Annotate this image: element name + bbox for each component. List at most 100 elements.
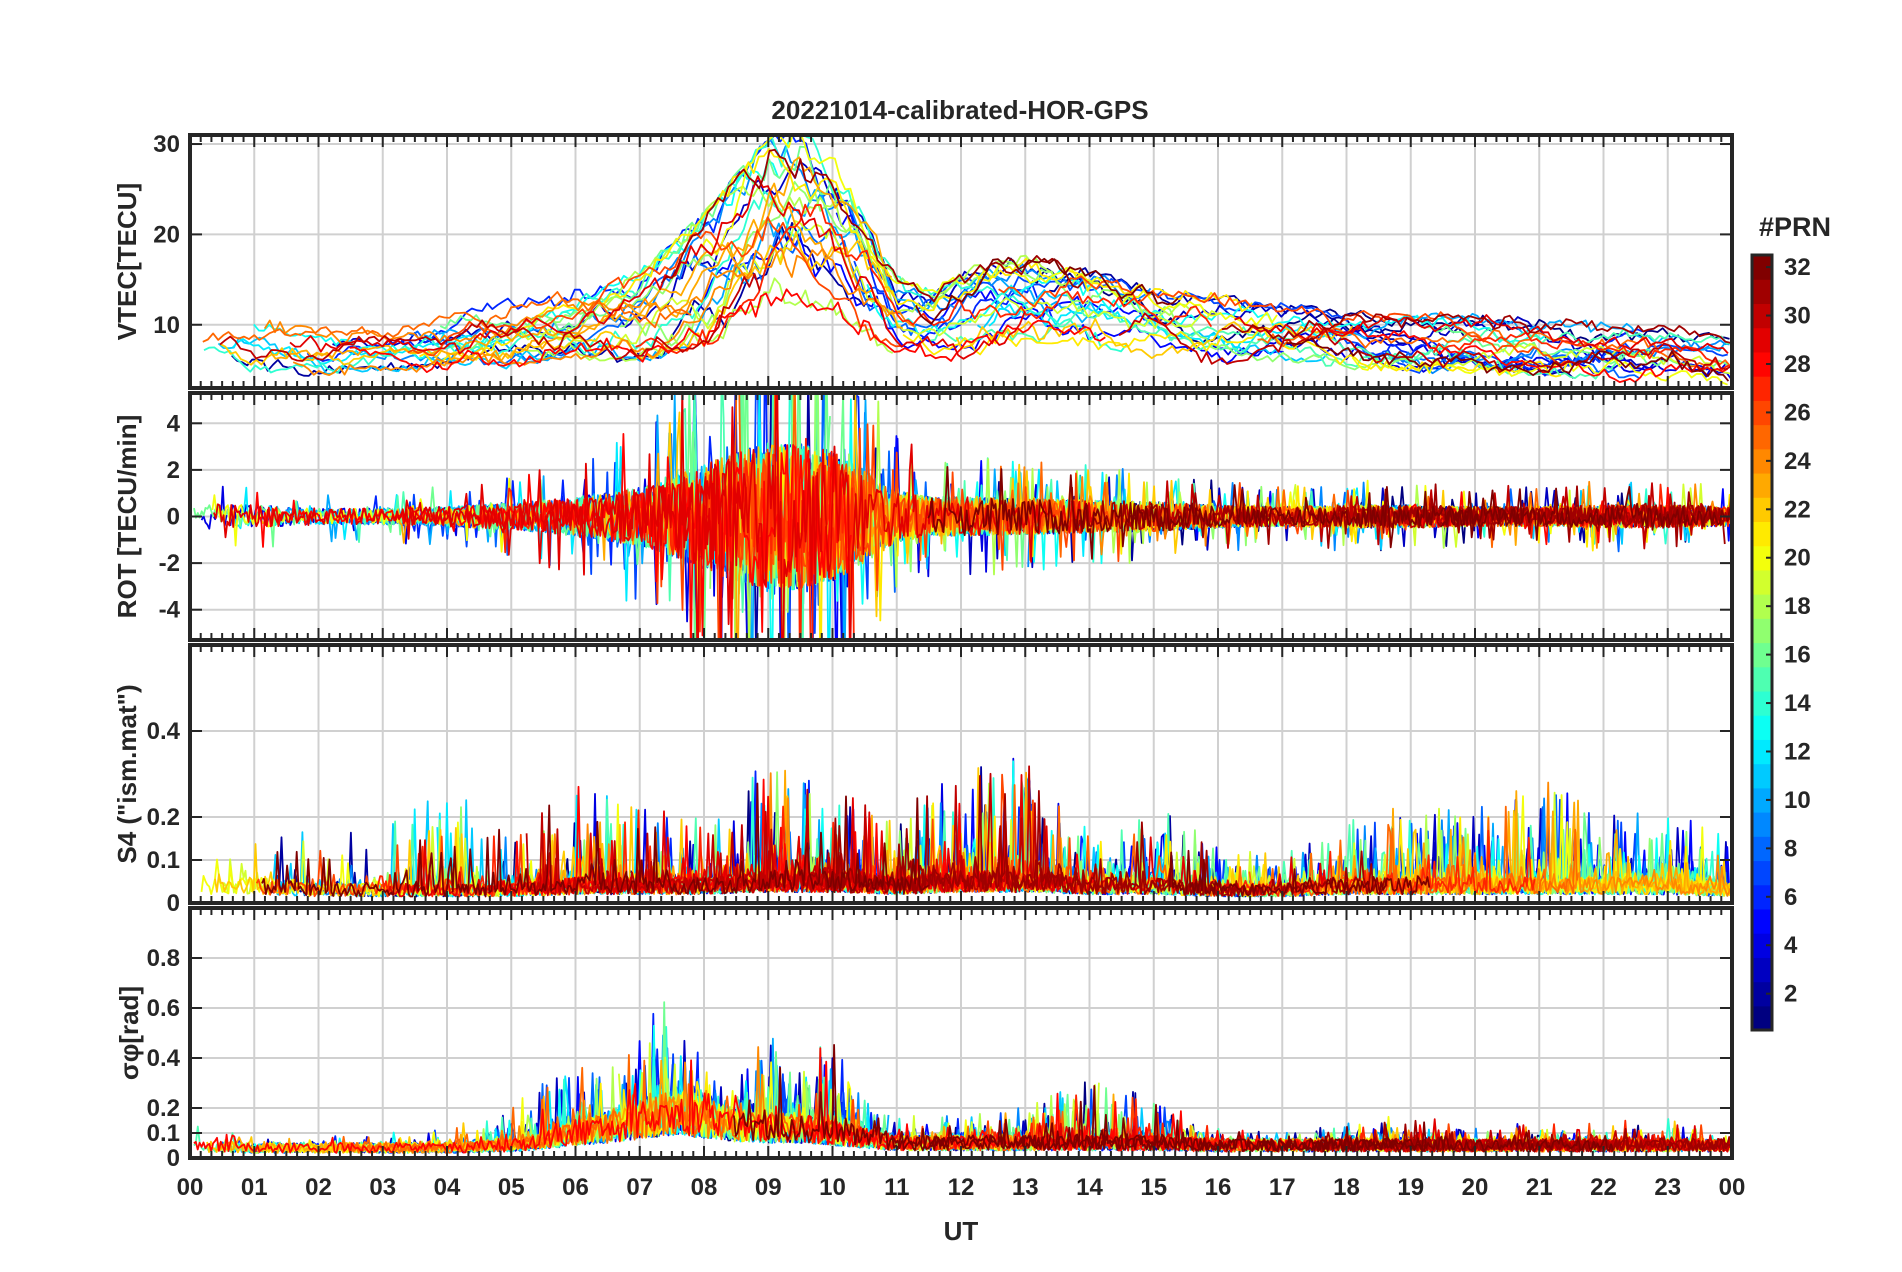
x-tick-label: 12 <box>948 1174 975 1201</box>
series-line-prn-15 <box>1168 327 1653 380</box>
series-line-prn-27 <box>635 203 1213 355</box>
x-tick-label: 00 <box>1719 1174 1746 1201</box>
y-axis-label: S4 ("ism.mat") <box>112 684 142 863</box>
y-tick-label: 0.4 <box>147 718 181 745</box>
y-tick-label: 4 <box>167 410 181 437</box>
y-tick-label: 2 <box>167 457 180 484</box>
colorbar-swatch <box>1752 787 1772 813</box>
x-tick-label: 07 <box>626 1174 653 1201</box>
y-axis-label: VTEC[TECU] <box>112 183 142 340</box>
colorbar-tick-label: 18 <box>1784 593 1811 620</box>
series-line-prn-31 <box>1221 313 1731 344</box>
series-line-prn-1 <box>1327 314 1730 344</box>
series-line-prn-21 <box>419 148 1253 366</box>
y-tick-label: 10 <box>153 312 180 339</box>
colorbar-swatch <box>1752 812 1772 837</box>
series-line-prn-28 <box>1310 322 1729 384</box>
colorbar-tick-label: 28 <box>1784 351 1811 378</box>
series-line-prn-18 <box>527 277 894 362</box>
colorbar-swatch <box>1752 472 1772 498</box>
series-group <box>193 393 1732 640</box>
series-line-prn-32 <box>733 1044 1427 1153</box>
x-tick-label: 17 <box>1269 1174 1296 1201</box>
series-line-prn-22 <box>955 317 1354 360</box>
colorbar-swatch <box>1752 424 1772 450</box>
colorbar-swatch <box>1752 594 1772 619</box>
x-axis-label: UT <box>944 1216 979 1246</box>
series-line-prn-24 <box>263 270 754 346</box>
series-line-prn-29 <box>213 393 747 640</box>
panel-s4: 0 0.1 0.2 0.4S4 ("ism.mat") <box>112 643 1734 917</box>
colorbar-title: #PRN <box>1759 212 1831 242</box>
colorbar-swatch <box>1752 521 1772 547</box>
x-tick-label: 00 <box>177 1174 204 1201</box>
colorbar-swatch <box>1752 908 1772 934</box>
x-tick-label: 10 <box>819 1174 846 1201</box>
colorbar-swatch <box>1752 739 1772 765</box>
colorbar-swatch <box>1752 836 1772 862</box>
colorbar-swatch <box>1752 763 1772 789</box>
colorbar-swatch <box>1752 666 1772 692</box>
x-tick-label: 20 <box>1462 1174 1489 1201</box>
colorbar-swatch <box>1752 569 1772 595</box>
colorbar-swatch <box>1752 690 1772 716</box>
series-group <box>193 1001 1732 1154</box>
panel-sigma_phi: 00.10.2 0.4 0.6 0.8σφ[rad] 00 01 02 03 04 05 06 07 0… <box>114 906 1746 1201</box>
colorbar-swatch <box>1752 884 1772 910</box>
series-line-prn-26 <box>998 275 1575 367</box>
series-line-prn-32 <box>927 465 1525 560</box>
x-tick-label: 18 <box>1333 1174 1360 1201</box>
colorbar-tick-label: 20 <box>1784 545 1811 572</box>
colorbar-swatch <box>1752 957 1772 983</box>
series-line-prn-31 <box>660 148 1084 303</box>
x-tick-label: 09 <box>755 1174 782 1201</box>
colorbar-tick-label: 24 <box>1784 448 1811 475</box>
y-tick-label: 0.2 <box>147 804 180 831</box>
series-line-prn-25 <box>340 1054 1073 1154</box>
series-line-prn-16 <box>1420 325 1730 372</box>
series-line-prn-32 <box>261 782 930 898</box>
x-tick-label: 19 <box>1397 1174 1424 1201</box>
panel-rot: -4 -2 0 2 4 ROT [TECU/min] <box>112 391 1734 642</box>
y-tick-label: 0.2 <box>147 1095 180 1122</box>
y-tick-label: -4 <box>159 597 181 624</box>
colorbar-swatch <box>1752 642 1772 668</box>
colorbar-tick-label: 10 <box>1784 787 1811 814</box>
x-tick-label: 21 <box>1526 1174 1553 1201</box>
y-tick-label: 0.8 <box>147 945 180 972</box>
series-line-prn-20 <box>700 135 1278 326</box>
series-line-prn-14 <box>560 135 1127 353</box>
colorbar-swatch <box>1752 860 1772 886</box>
panel-vtec: 10 20 30 VTEC[TECU] <box>112 131 1734 390</box>
series-group <box>202 135 1732 386</box>
colorbar-tick-label: 6 <box>1784 884 1797 911</box>
colorbar-swatch <box>1752 1005 1772 1031</box>
y-tick-label: 30 <box>153 131 180 158</box>
x-tick-label: 06 <box>562 1174 589 1201</box>
colorbar-frame <box>1750 253 1774 1032</box>
series-line-prn-29 <box>403 393 1096 640</box>
series-line-prn-32 <box>1168 849 1431 897</box>
colorbar-swatch <box>1752 255 1772 280</box>
colorbar-swatch <box>1752 448 1772 474</box>
colorbar-swatch <box>1752 400 1772 426</box>
x-tick-label: 23 <box>1654 1174 1681 1201</box>
y-axis-label: ROT [TECU/min] <box>112 415 142 619</box>
colorbar-swatch <box>1752 376 1772 401</box>
y-tick-label: 0.4 <box>147 1045 181 1072</box>
series-line-prn-23 <box>434 156 892 367</box>
x-tick-label: 04 <box>434 1174 461 1201</box>
y-tick-label: 0 <box>167 890 180 917</box>
series-line-prn-30 <box>219 272 761 362</box>
series-line-prn-21 <box>902 327 1562 378</box>
series-line-prn-32 <box>1286 337 1730 382</box>
series-line-prn-22 <box>219 230 895 366</box>
colorbar-swatch <box>1752 981 1772 1007</box>
colorbar-swatch <box>1752 715 1772 740</box>
series-line-prn-25 <box>202 291 692 343</box>
colorbar-tick-label: 12 <box>1784 738 1811 765</box>
series-line-prn-30 <box>1118 312 1732 374</box>
colorbar-swatch <box>1752 618 1772 644</box>
